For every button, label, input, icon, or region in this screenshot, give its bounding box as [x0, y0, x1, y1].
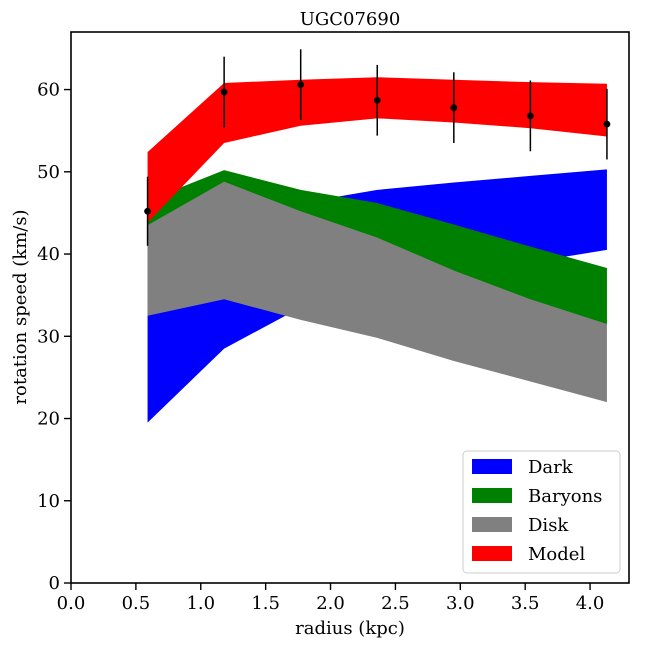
y-tick-label: 40: [37, 244, 60, 265]
y-tick-label: 0: [49, 573, 60, 594]
x-tick-label: 1.5: [251, 593, 280, 614]
data-point: [144, 207, 151, 215]
data-point: [603, 120, 611, 128]
legend-label-disk: Disk: [528, 515, 569, 536]
x-tick-label: 2.0: [316, 593, 345, 614]
legend-items: Dark Baryons Disk Model: [472, 457, 602, 565]
legend-swatch-dark: [472, 459, 512, 474]
y-tick-label: 30: [37, 326, 60, 347]
x-tick-label: 3.5: [511, 593, 540, 614]
data-point: [220, 88, 228, 96]
plot-frame: [70, 31, 630, 584]
y-axis: 0 10 20 30 40 50 60: [37, 80, 71, 594]
x-tick-label: 0.0: [57, 593, 86, 614]
x-tick-label: 2.5: [381, 593, 410, 614]
data-point: [526, 112, 534, 120]
band-disk: [147, 181, 607, 403]
legend-swatch-disk: [472, 517, 512, 532]
legend-label-dark: Dark: [528, 457, 574, 478]
legend-box: [462, 450, 621, 574]
legend-swatch-model: [472, 546, 512, 561]
x-axis-label: radius (kpc): [295, 618, 405, 639]
x-tick-label: 4.0: [576, 593, 605, 614]
y-tick-label: 60: [37, 80, 60, 101]
band-model: [147, 77, 607, 223]
y-tick-label: 50: [37, 162, 60, 183]
y-tick-label: 20: [37, 409, 60, 430]
chart-title: UGC07690: [300, 9, 401, 30]
data-point: [297, 81, 305, 89]
bands-layer: [147, 77, 607, 423]
data-point: [450, 104, 458, 112]
x-axis: 0.0 0.5 1.0 1.5 2.0 2.5 3.0 3.5 4.0: [57, 583, 605, 614]
x-tick-label: 3.0: [446, 593, 475, 614]
legend-label-baryons: Baryons: [528, 486, 602, 507]
legend-swatch-baryons: [472, 488, 512, 503]
x-tick-label: 0.5: [122, 593, 151, 614]
x-tick-label: 1.0: [186, 593, 215, 614]
data-point: [373, 96, 381, 104]
legend: Dark Baryons Disk Model: [462, 450, 621, 574]
y-axis-label: rotation speed (km/s): [10, 209, 31, 404]
observations-layer: [144, 49, 611, 246]
y-tick-label: 10: [37, 491, 60, 512]
legend-label-model: Model: [528, 544, 585, 565]
